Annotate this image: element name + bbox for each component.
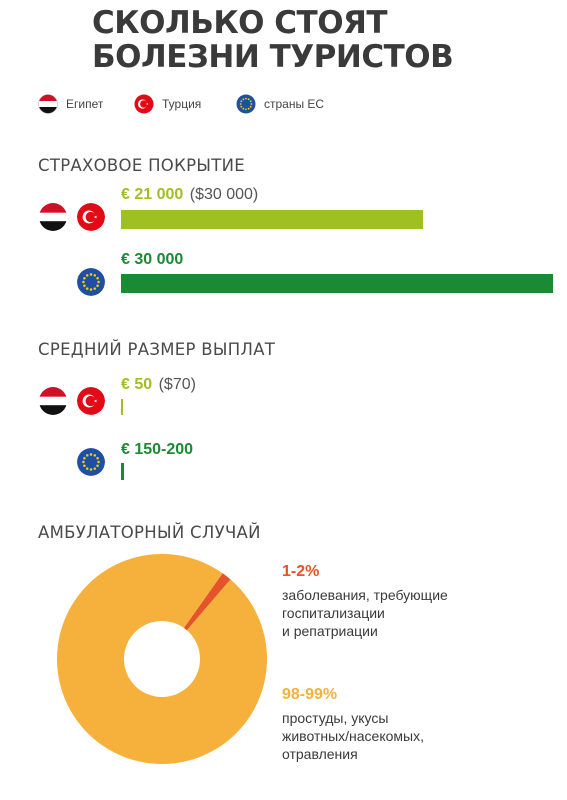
pie-slice-small (183, 573, 231, 631)
small-desc-line: заболевания, требующие (282, 587, 448, 603)
small-pct-label: 1-2% (282, 563, 320, 580)
payout-eu-label: € 150-200 (121, 441, 193, 459)
large-desc-line: отравления (282, 746, 358, 762)
bar-coverage-eu (121, 274, 553, 293)
coverage-egypt-turkey-value: € 21 000 (121, 186, 184, 203)
egypt-flag-icon (38, 94, 58, 114)
small-desc-line: госпитализации (282, 605, 385, 621)
bar-payout-egypt-turkey (121, 399, 123, 415)
section-title-coverage: СТРАХОВОЕ ПОКРЫТИЕ (38, 156, 245, 175)
small-desc: заболевания, требующие госпитализации и … (282, 586, 522, 640)
legend-item-turkey: Турция (134, 94, 201, 114)
large-desc-line: простуды, укусы (282, 710, 389, 726)
egypt-flag-icon (39, 203, 67, 231)
pie-slice-large (57, 554, 268, 764)
legend-label-egypt: Египет (66, 97, 104, 111)
pie-label-large: 98-99% простуды, укусы животных/насекомы… (282, 686, 522, 763)
legend-label-eu: страны ЕС (264, 97, 325, 111)
legend-item-egypt: Египет (38, 94, 103, 114)
bar-payout-eu (121, 463, 124, 480)
section-title-ambulatory: АМБУЛАТОРНЫЙ СЛУЧАЙ (38, 523, 261, 542)
egypt-flag-icon (39, 387, 67, 415)
large-pct-label: 98-99% (282, 686, 338, 703)
large-desc: простуды, укусы животных/насекомых, отра… (282, 709, 522, 763)
coverage-egypt-turkey-label: € 21 000 ($30 000) (121, 186, 258, 204)
eu-flag-icon (77, 448, 105, 476)
turkey-flag-icon (77, 203, 105, 231)
coverage-eu-value: € 30 000 (121, 251, 184, 268)
payout-egypt-turkey-usd: ($70) (158, 376, 196, 393)
ambulatory-donut-chart (56, 553, 268, 765)
turkey-flag-icon (134, 94, 154, 114)
small-desc-line: и репатриации (282, 623, 378, 639)
legend-label-turkey: Турция (162, 97, 202, 111)
bar-coverage-egypt-turkey (121, 210, 423, 229)
large-desc-line: животных/насекомых, (282, 728, 424, 744)
eu-flag-icon (236, 94, 256, 114)
legend-item-eu: страны ЕС (236, 94, 324, 114)
legend: Египет Турция страны ЕС (38, 94, 558, 124)
coverage-egypt-turkey-usd: ($30 000) (189, 186, 259, 203)
turkey-flag-icon (77, 387, 105, 415)
payout-egypt-turkey-value: € 50 (121, 376, 153, 393)
eu-flag-icon (77, 268, 105, 296)
section-title-payout: СРЕДНИЙ РАЗМЕР ВЫПЛАТ (38, 340, 276, 359)
pie-label-small: 1-2% заболевания, требующие госпитализац… (282, 563, 522, 640)
coverage-eu-label: € 30 000 (121, 251, 183, 269)
payout-eu-value: € 150-200 (121, 441, 194, 458)
page-title: СКОЛЬКО СТОЯТ БОЛЕЗНИ ТУРИСТОВ (92, 5, 454, 75)
payout-egypt-turkey-label: € 50 ($70) (121, 376, 196, 394)
